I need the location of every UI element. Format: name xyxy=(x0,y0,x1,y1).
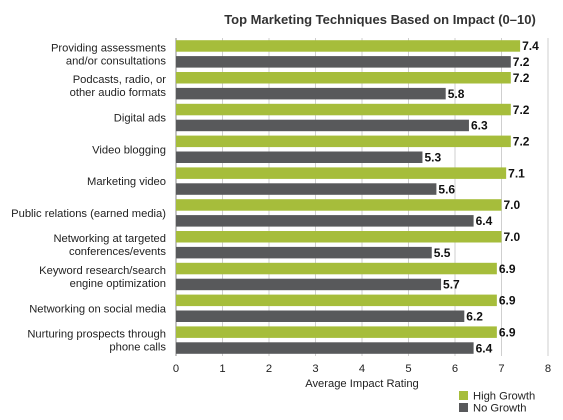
x-tick-label: 7 xyxy=(498,363,504,375)
value-label: 6.4 xyxy=(476,341,493,355)
value-label: 6.3 xyxy=(471,119,488,133)
category-label: phone calls xyxy=(109,342,166,354)
bar-high-growth xyxy=(176,326,497,338)
bar-high-growth xyxy=(176,199,502,211)
value-label: 7.2 xyxy=(513,55,530,69)
bar-no-growth xyxy=(176,310,465,322)
bar-no-growth xyxy=(176,246,432,259)
bar-no-growth xyxy=(176,56,511,68)
value-label: 7.1 xyxy=(508,166,525,180)
bar-high-growth xyxy=(176,167,507,179)
chart-title: Top Marketing Techniques Based on Impact… xyxy=(224,12,536,27)
x-tick-label: 4 xyxy=(359,363,365,375)
category-label: Marketing video xyxy=(87,176,166,188)
bar-no-growth xyxy=(176,342,474,354)
bar-high-growth xyxy=(176,262,497,275)
x-tick-label: 3 xyxy=(312,363,318,375)
category-label: Digital ads xyxy=(114,113,167,125)
value-label: 7.2 xyxy=(513,71,530,85)
bar-no-growth xyxy=(176,278,442,291)
value-label: 7.4 xyxy=(522,39,539,53)
bar-no-growth xyxy=(176,183,437,195)
category-label: Networking at targeted xyxy=(53,233,166,245)
value-label: 5.8 xyxy=(448,87,465,101)
category-label: Networking on social media xyxy=(29,303,167,315)
x-tick-label: 0 xyxy=(173,363,179,375)
legend-swatch-high-growth xyxy=(459,391,468,400)
x-tick-label: 1 xyxy=(219,363,225,375)
category-label: other audio formats xyxy=(70,87,167,99)
value-label: 6.9 xyxy=(499,294,516,308)
bar-high-growth xyxy=(176,103,511,116)
bar-high-growth xyxy=(176,72,511,84)
value-label: 7.2 xyxy=(513,103,530,117)
x-tick-label: 5 xyxy=(405,363,411,375)
category-label: Nurturing prospects through xyxy=(27,329,166,341)
x-axis-label: Average Impact Rating xyxy=(305,378,419,390)
value-label: 5.3 xyxy=(424,151,441,165)
x-tick-label: 8 xyxy=(545,363,551,375)
value-labels: 7.4 7.2 7.2 5.8 7.2 6.3 7.2 5.3 7.1 5.6 7.0 6.4 7.0 5… xyxy=(424,39,539,355)
value-label: 7.0 xyxy=(504,198,521,212)
x-tick-label: 6 xyxy=(452,363,458,375)
bar-no-growth xyxy=(176,119,469,132)
category-label: and/or consultations xyxy=(66,55,167,67)
value-label: 7.0 xyxy=(504,230,521,244)
gridlines xyxy=(175,38,549,356)
category-label: conferences/events xyxy=(69,246,166,258)
legend-label: No Growth xyxy=(473,403,526,415)
bar-high-growth xyxy=(176,294,497,307)
category-label: Video blogging xyxy=(92,144,166,156)
value-label: 6.2 xyxy=(466,310,483,324)
value-label: 5.6 xyxy=(438,182,455,196)
bar-no-growth xyxy=(176,151,423,163)
bar-no-growth xyxy=(176,87,446,100)
legend-swatch-no-growth xyxy=(459,403,468,412)
category-label: Public relations (earned media) xyxy=(11,208,166,220)
category-label: engine optimization xyxy=(70,278,166,290)
value-label: 6.4 xyxy=(476,214,493,228)
value-label: 7.2 xyxy=(513,135,530,149)
bar-high-growth xyxy=(176,40,521,52)
x-tick-label: 2 xyxy=(266,363,272,375)
bar-no-growth xyxy=(176,215,474,227)
category-label: Keyword research/search xyxy=(39,265,166,277)
value-label: 6.9 xyxy=(499,325,516,339)
value-label: 5.7 xyxy=(443,278,460,292)
x-tick-labels: 0 1 2 3 4 5 6 7 8 xyxy=(173,363,551,375)
category-label: Providing assessments xyxy=(51,42,166,54)
bar-high-growth xyxy=(176,231,502,243)
value-label: 5.5 xyxy=(434,246,451,260)
value-label: 6.9 xyxy=(499,262,516,276)
category-label: Podcasts, radio, or xyxy=(73,74,167,86)
legend-label: High Growth xyxy=(473,391,535,403)
bars xyxy=(176,40,521,354)
bar-high-growth xyxy=(176,135,511,148)
